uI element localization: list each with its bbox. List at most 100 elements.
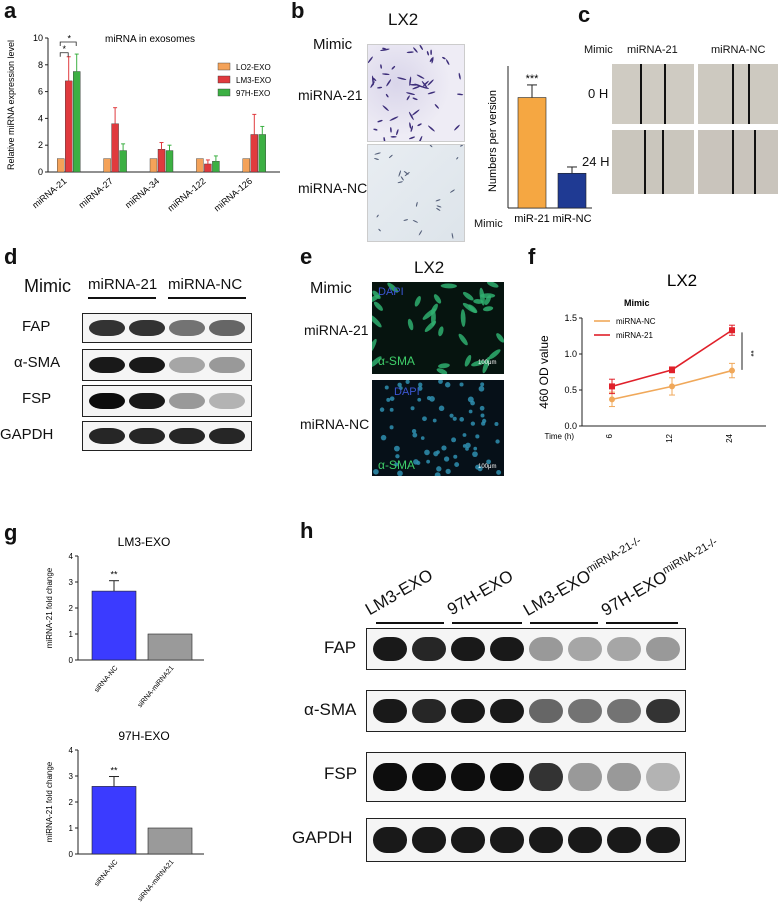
asma-cell <box>372 314 382 328</box>
migrated-cell <box>396 129 399 136</box>
scratch-c-minc-24h <box>698 130 778 194</box>
migrated-cell <box>446 59 450 66</box>
chart-a-ytick-label: 0 <box>38 167 43 177</box>
micrograph-b-mir21 <box>367 44 465 142</box>
migrated-cell <box>377 119 383 123</box>
migrated-cell <box>412 85 421 90</box>
chartG2-xtick-label: siRNA-miRNA21 <box>137 859 176 904</box>
dapi-nucleus <box>462 444 467 448</box>
dapi-nucleus <box>459 417 465 422</box>
chartG1-title: LM3-EXO <box>118 535 171 549</box>
blot-band <box>607 637 641 661</box>
blot-band <box>412 699 446 723</box>
blot-band <box>129 356 165 374</box>
chart-a-bar <box>250 134 259 173</box>
chartG2-ylabel: miRNA-21 fold change <box>45 761 54 842</box>
migrated-cell <box>410 125 414 133</box>
dapi-nucleus <box>424 449 430 456</box>
blot-band <box>451 637 485 661</box>
blot-band <box>451 699 485 723</box>
migrated-cell <box>378 228 381 232</box>
chartG1-xtick-label: siRNA-NC <box>93 665 119 694</box>
chart-a-xtick-label: miRNA-34 <box>123 176 161 210</box>
asma-cell <box>484 295 492 305</box>
chart-a-sig: * <box>62 44 66 54</box>
chart-b-xtick-label: miR-21 <box>514 213 549 225</box>
blot-band <box>490 699 524 723</box>
blot-band <box>373 637 407 661</box>
chart-a-title: miRNA in exosomes <box>105 34 195 45</box>
migrated-cell <box>397 181 403 184</box>
migrated-cell <box>417 123 422 127</box>
panel-b-row1: miRNA-21 <box>298 87 363 103</box>
dapi-nucleus <box>395 454 400 459</box>
migrated-cell <box>391 65 396 70</box>
blot-band <box>451 827 485 853</box>
asma-cell <box>471 360 485 367</box>
dapi-nucleus <box>436 466 442 472</box>
chartG2-ytick-label: 2 <box>69 798 74 807</box>
migrated-cell <box>406 92 416 95</box>
blot-band <box>529 699 563 723</box>
fluor-e-asma-2: α-SMA <box>378 458 415 472</box>
panel-d-col2: miRNA-NC <box>168 276 243 293</box>
migrated-cell <box>414 83 424 88</box>
dapi-nucleus <box>443 456 450 462</box>
blot-h-label-2: FSP <box>324 764 358 783</box>
dapi-nucleus <box>394 445 400 452</box>
blot-d-label-0: FAP <box>22 318 51 335</box>
migrated-cell <box>412 97 418 101</box>
chart-a-bar <box>64 80 73 173</box>
chartG2-title: 97H-EXO <box>118 729 169 743</box>
chartG1-ytick-label: 2 <box>69 604 74 613</box>
migrated-cell <box>436 207 441 211</box>
chart-f-xtick-label: 6 <box>605 433 614 438</box>
blot-band <box>646 827 680 853</box>
migrated-cell <box>412 219 418 223</box>
asma-cell <box>372 294 380 303</box>
migrated-cell <box>406 51 414 54</box>
panel-d-col1: miRNA-21 <box>88 276 158 293</box>
dapi-nucleus <box>482 418 487 424</box>
panel-a-label: a <box>4 0 17 23</box>
chartG1-sig: ** <box>110 570 118 580</box>
blot-d-row-2 <box>82 385 252 417</box>
migrated-cell <box>408 111 414 121</box>
migrated-cell <box>377 86 383 89</box>
chart-f-marker <box>669 383 675 390</box>
dapi-nucleus <box>486 459 491 465</box>
dapi-nucleus <box>496 469 502 475</box>
chart-a-sig-bracket <box>59 52 69 57</box>
blot-band <box>129 428 165 444</box>
migrated-cell <box>383 136 386 141</box>
migrated-cell <box>435 199 441 202</box>
blot-h-col-name: LM3-EXO <box>362 565 437 620</box>
blot-band <box>607 699 641 723</box>
fluor-e-dapi-2: DAPI <box>394 386 420 398</box>
asma-cell <box>460 309 466 327</box>
blot-band <box>568 699 602 723</box>
panel-e-row1: miRNA-21 <box>304 322 369 338</box>
migrated-cell <box>451 232 454 239</box>
dapi-nucleus <box>384 385 389 390</box>
blot-h-col-sup: miRNA-21-/- <box>660 535 720 577</box>
blot-band <box>89 320 125 336</box>
dapi-nucleus <box>426 395 431 401</box>
panel-c-row2: 24 H <box>582 154 610 169</box>
panel-d-col2-line <box>168 297 246 299</box>
migrated-cell <box>413 47 418 53</box>
dapi-nucleus <box>418 382 423 387</box>
chart-a-xtick-label: miRNA-122 <box>166 176 208 214</box>
chart-f-marker <box>729 327 735 334</box>
dapi-nucleus <box>410 406 415 411</box>
migrated-cell <box>456 93 464 96</box>
migrated-cell <box>374 158 379 160</box>
dapi-nucleus <box>478 385 485 392</box>
chartG1-ytick-label: 1 <box>69 630 74 639</box>
blot-band <box>373 699 407 723</box>
panel-b-row2: miRNA-NC <box>298 180 368 196</box>
migrated-cell <box>418 230 423 236</box>
chart-f-xtick-label: 12 <box>665 433 674 442</box>
migrated-cell <box>415 201 418 207</box>
asma-cell <box>372 338 377 355</box>
